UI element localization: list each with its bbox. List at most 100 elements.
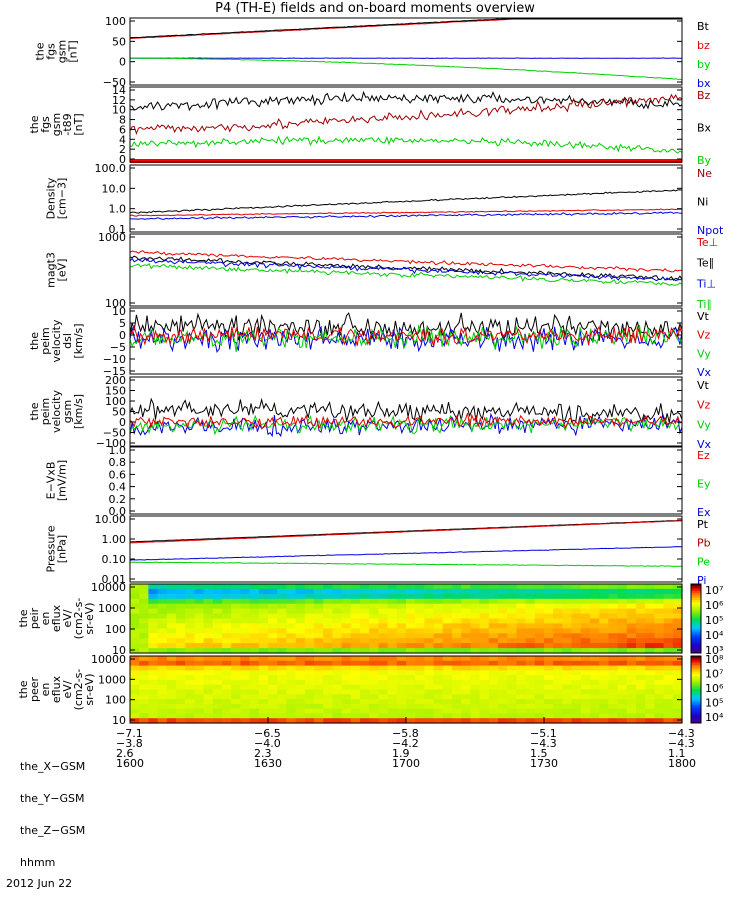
- heatmap-cell: [148, 699, 159, 705]
- heatmap-cell: [286, 633, 297, 639]
- heatmap-cell: [185, 713, 195, 719]
- heatmap-cell: [314, 598, 324, 605]
- heatmap-cell: [626, 713, 637, 719]
- heatmap-cell: [672, 593, 683, 600]
- heatmap-cell: [654, 584, 665, 590]
- heatmap-cell: [268, 665, 278, 671]
- heatmap-cell: [295, 648, 306, 654]
- heatmap-cell: [479, 703, 490, 710]
- heatmap-cell: [424, 584, 435, 590]
- colorbar-cell: [691, 618, 701, 622]
- heatmap-cell: [185, 665, 195, 671]
- heatmap-cell: [249, 643, 260, 649]
- series-line-Vt: [129, 397, 683, 425]
- heatmap-cell: [507, 584, 517, 590]
- heatmap-cell: [442, 623, 453, 629]
- heatmap-cell: [369, 603, 379, 610]
- heatmap-cell: [130, 699, 140, 705]
- heatmap-cell: [240, 656, 251, 662]
- heatmap-cell: [222, 638, 232, 644]
- heatmap-cell: [350, 694, 361, 700]
- heatmap-cell: [415, 628, 425, 634]
- heatmap-cell: [130, 665, 140, 671]
- heatmap-cell: [258, 628, 269, 634]
- heatmap-cell: [663, 628, 674, 634]
- heatmap-cell: [268, 628, 278, 634]
- heatmap-cell: [654, 684, 665, 691]
- series-line-by: [129, 57, 682, 80]
- heatmap-cell: [166, 656, 177, 662]
- heatmap-cell: [562, 656, 573, 662]
- heatmap-cell: [222, 703, 232, 710]
- heatmap-cell: [406, 613, 416, 620]
- heatmap-cell: [268, 588, 278, 595]
- heatmap-cell: [415, 713, 425, 719]
- heatmap-cell: [222, 598, 232, 605]
- heatmap-cell: [406, 656, 416, 662]
- heatmap-cell: [488, 638, 499, 644]
- heatmap-cell: [295, 593, 306, 600]
- heatmap-cell: [534, 618, 545, 624]
- heatmap-cell: [498, 675, 508, 681]
- heatmap-cell: [433, 713, 444, 719]
- heatmap-cell: [617, 633, 628, 639]
- heatmap-cell: [240, 643, 251, 649]
- heatmap-cell: [415, 703, 425, 710]
- legend-label: by: [697, 58, 711, 71]
- heatmap-cell: [553, 718, 563, 724]
- heatmap-cell: [507, 699, 517, 705]
- heatmap-cell: [212, 584, 223, 590]
- heatmap-cell: [544, 608, 554, 615]
- series-line-Vz: [129, 324, 683, 347]
- heatmap-cell: [166, 713, 177, 719]
- heatmap-cell: [406, 713, 416, 719]
- heatmap-cell: [470, 638, 481, 644]
- heatmap-cell: [580, 643, 591, 649]
- heatmap-cell: [663, 603, 674, 610]
- heatmap-cell: [470, 598, 481, 605]
- heatmap-cell: [231, 623, 241, 629]
- colorbar-cell: [691, 682, 701, 686]
- heatmap-cell: [672, 588, 683, 595]
- heatmap-cell: [369, 593, 379, 600]
- heatmap-cell: [488, 584, 499, 590]
- legend-label: Te∥: [696, 257, 714, 270]
- y-tick-label: 100: [105, 395, 126, 408]
- heatmap-cell: [516, 618, 527, 624]
- panel-frame: [129, 307, 683, 375]
- heatmap-cell: [231, 628, 241, 634]
- xaxis-value: −4.2: [392, 737, 419, 750]
- xaxis-row-y-gsm: the_Y−GSM: [6, 782, 85, 804]
- heatmap-cell: [461, 660, 471, 667]
- colorbar-cell: [691, 694, 701, 697]
- heatmap-cell: [590, 593, 600, 600]
- heatmap-cell: [396, 708, 407, 714]
- heatmap-cell: [148, 648, 159, 654]
- heatmap-cell: [203, 689, 214, 695]
- heatmap-cell: [139, 598, 149, 605]
- xaxis-row-label: the_Z−GSM: [20, 824, 86, 837]
- heatmap-cell: [176, 643, 186, 649]
- heatmap-cell: [166, 679, 177, 686]
- heatmap-cell: [599, 628, 609, 634]
- heatmap-cell: [608, 660, 619, 667]
- heatmap-cell: [258, 679, 269, 686]
- xaxis-value: 1630: [254, 757, 282, 770]
- heatmap-cell: [415, 718, 425, 724]
- y-tick-label: 10: [112, 305, 126, 318]
- heatmap-cell: [139, 684, 149, 691]
- heatmap-cell: [378, 684, 389, 691]
- heatmap-cell: [636, 613, 646, 620]
- heatmap-cell: [249, 699, 260, 705]
- heatmap-cell: [617, 708, 628, 714]
- heatmap-cell: [139, 628, 149, 634]
- panel-frame: [129, 515, 683, 583]
- heatmap-cell: [157, 675, 168, 681]
- heatmap-cell: [663, 684, 674, 691]
- heatmap-cell: [148, 588, 159, 595]
- y-tick-label: 4: [119, 133, 126, 146]
- heatmap-cell: [185, 588, 195, 595]
- heatmap-cell: [479, 588, 490, 595]
- heatmap-cell: [323, 689, 333, 695]
- heatmap-cell: [166, 598, 177, 605]
